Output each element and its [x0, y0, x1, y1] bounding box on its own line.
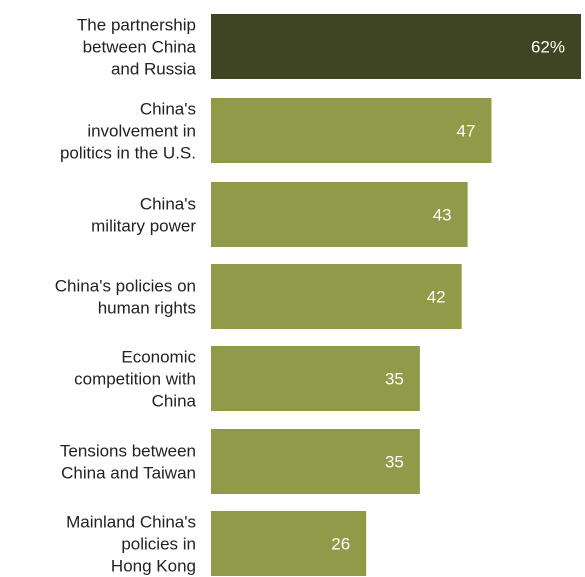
category-label-line: policies in — [121, 535, 196, 554]
bar-group: 47 China's involvement in politics in the U… — [60, 98, 492, 163]
bar — [211, 98, 492, 163]
category-label-line: China and Taiwan — [61, 464, 196, 483]
bar-group: 62% The partnership between China and Russi… — [77, 14, 581, 79]
category-label-line: Economic — [121, 348, 196, 367]
bar — [211, 14, 581, 79]
category-label-line: human rights — [98, 299, 196, 318]
category-label: Economic competition with China — [74, 348, 196, 411]
category-label-line: involvement in — [87, 122, 196, 141]
bar — [211, 511, 367, 576]
category-label-line: Tensions between — [60, 442, 196, 461]
category-label-line: The partnership — [77, 16, 196, 35]
category-label-line: Mainland China's — [66, 513, 196, 532]
bar-group: 35 Economic competition with China — [74, 346, 420, 411]
category-label-line: China's — [140, 195, 196, 214]
bar-group: 42 China's policies on human rights — [55, 264, 462, 329]
data-label: 35 — [385, 370, 404, 389]
data-label: 43 — [433, 206, 452, 225]
category-label-line: China — [152, 392, 197, 411]
bar — [211, 346, 420, 411]
data-label: 35 — [385, 453, 404, 472]
category-label: China's policies on human rights — [55, 277, 196, 318]
bar-group: 43 China's military power — [91, 182, 468, 247]
category-label-line: competition with — [74, 370, 196, 389]
data-label: 26 — [331, 535, 350, 554]
data-label: 62% — [531, 38, 565, 57]
category-label-line: politics in the U.S. — [60, 144, 196, 163]
category-label: The partnership between China and Russia — [77, 16, 197, 79]
category-label: China's involvement in politics in the U.S… — [60, 100, 196, 163]
category-label-line: China's policies on — [55, 277, 196, 296]
category-label: China's military power — [91, 195, 196, 236]
bar-group: 35 Tensions between China and Taiwan — [60, 429, 420, 494]
category-label-line: and Russia — [111, 60, 197, 79]
bar-group: 26 Mainland China's policies in Hong Kong — [66, 511, 367, 576]
bar — [211, 264, 462, 329]
data-label: 42 — [427, 288, 446, 307]
category-label: Mainland China's policies in Hong Kong — [66, 513, 196, 576]
bar — [211, 182, 468, 247]
category-label-line: Hong Kong — [111, 557, 196, 576]
category-label-line: China's — [140, 100, 196, 119]
category-label-line: between China — [83, 38, 197, 57]
category-label: Tensions between China and Taiwan — [60, 442, 196, 483]
bar — [211, 429, 420, 494]
data-label: 47 — [457, 122, 476, 141]
category-label-line: military power — [91, 217, 196, 236]
